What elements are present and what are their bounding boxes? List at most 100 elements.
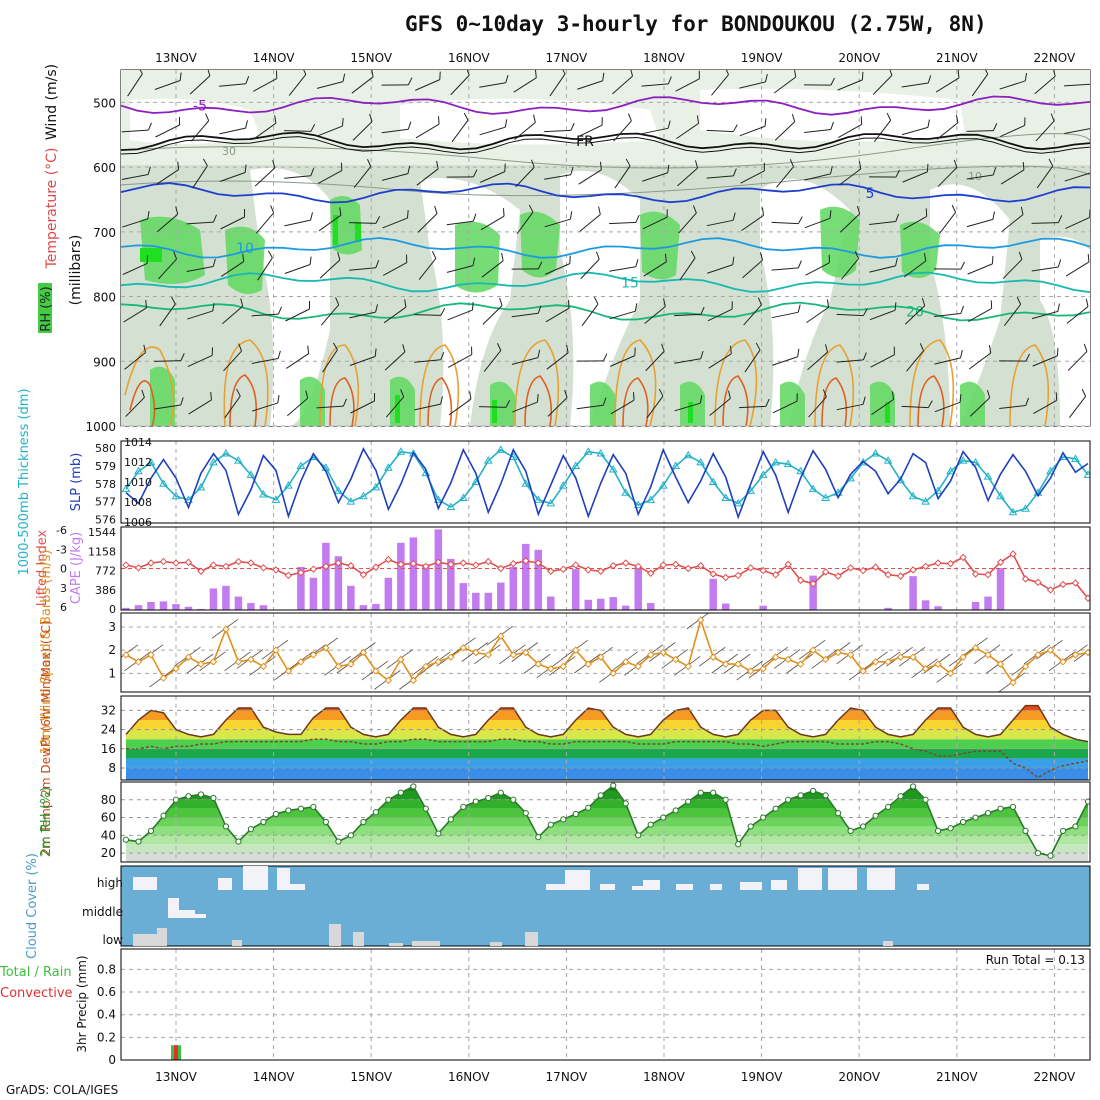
wind-barb xyxy=(418,251,437,280)
x-tick-top: 18NOV xyxy=(643,51,685,65)
wind-barb-flag xyxy=(960,349,963,358)
thickness-point xyxy=(471,477,481,485)
thickness-point xyxy=(733,498,743,507)
wind-barb-flag xyxy=(596,251,600,260)
thickness-point xyxy=(771,457,781,466)
wind-barb-staff xyxy=(317,125,343,137)
wind-barb-flag xyxy=(830,121,835,130)
wind-barb xyxy=(545,300,570,323)
wind-barb-flag xyxy=(570,122,575,131)
lifted-index-point xyxy=(1059,580,1067,589)
wind-speed-point xyxy=(959,653,967,661)
thickness-point xyxy=(533,495,543,503)
wind-barb-staff xyxy=(744,349,761,373)
wind-barb xyxy=(154,353,185,362)
lifted-index-point xyxy=(384,555,393,564)
wind-barb-staff xyxy=(938,212,957,234)
isotherm-label: 10 xyxy=(236,241,254,257)
lifted-index-point xyxy=(672,560,680,569)
thickness-point xyxy=(933,486,943,494)
wind-barb-staff xyxy=(546,352,569,370)
rh-tick: 40 xyxy=(101,828,116,842)
wind-barb xyxy=(220,209,245,230)
wind-barb xyxy=(122,210,150,228)
wind-barb-staff xyxy=(869,176,896,178)
wind-barb-staff xyxy=(742,259,763,279)
wind-barb-flag xyxy=(765,73,768,82)
wind-barb-flag xyxy=(951,204,957,213)
wind-barb-staff xyxy=(514,122,536,140)
wind-barb xyxy=(901,119,930,136)
cape-bar xyxy=(309,577,318,610)
wind-barb-flag xyxy=(635,258,639,267)
wind-barb-flag xyxy=(690,250,696,259)
wind-barb-staff xyxy=(285,308,310,322)
wind-barb-staff xyxy=(776,166,794,188)
wind-barb-staff xyxy=(872,75,893,95)
wind-barb xyxy=(938,204,957,234)
rh-point xyxy=(660,814,667,821)
cape-bar xyxy=(184,606,193,610)
x-tick-bottom: 18NOV xyxy=(643,1070,685,1084)
wind-barb-staff xyxy=(771,311,799,319)
wind-barb-flag xyxy=(564,389,568,398)
wind-barb-staff xyxy=(906,350,924,372)
rh-point xyxy=(460,803,467,810)
precip-panel xyxy=(120,948,1091,1061)
rh-legend-label: RH (%) xyxy=(39,286,54,331)
cape-bar xyxy=(534,549,543,610)
wind-barb-flag xyxy=(729,345,732,354)
wind-barb xyxy=(221,253,245,277)
wind-speed-point xyxy=(197,660,205,668)
rh-contour-label: 10 xyxy=(968,170,982,183)
wind-barb-staff xyxy=(156,169,179,185)
wind-barb-flag xyxy=(1083,343,1088,352)
wind-barb-staff xyxy=(1064,83,1090,87)
pressure-tick: 1000 xyxy=(85,420,116,434)
wind-barb-staff xyxy=(1066,306,1089,324)
wind-barb-flag xyxy=(888,70,893,76)
wind-barb xyxy=(804,210,832,229)
wind-barb-staff xyxy=(612,75,633,95)
wind-barb-staff xyxy=(221,305,244,325)
lifted-index-point xyxy=(322,562,330,571)
wind-barb-flag xyxy=(829,210,832,219)
wind-barb xyxy=(1064,83,1090,87)
wind-barb-flag xyxy=(502,208,505,217)
wind-barb xyxy=(219,164,247,182)
wind-barb xyxy=(772,393,798,414)
wind-barb xyxy=(415,71,441,91)
rh-point xyxy=(535,834,542,841)
wind-barb-staff xyxy=(706,129,734,133)
thickness-point xyxy=(621,488,631,496)
wind-barb-staff xyxy=(255,212,275,234)
wind-barb-staff xyxy=(154,404,181,410)
wind-barb-staff xyxy=(739,125,766,137)
wind-barb xyxy=(121,122,152,133)
rh-band xyxy=(126,785,1088,791)
wind-barb xyxy=(711,70,729,96)
wind-barb xyxy=(934,394,962,413)
wind-barb xyxy=(578,161,602,185)
wind-barb-staff xyxy=(516,211,534,235)
rh-contours xyxy=(121,133,1090,197)
wind-barb-flag xyxy=(332,342,338,351)
convective-label: Convective xyxy=(0,986,73,1001)
wind-barb xyxy=(772,348,800,366)
wind-barb-flag xyxy=(171,296,176,305)
cape-bar xyxy=(996,568,1005,610)
rh-point xyxy=(210,794,217,802)
wind-barb-staff xyxy=(1000,124,1025,138)
wind-barb xyxy=(903,253,927,278)
lifted-index-point xyxy=(184,558,193,566)
cape-bar xyxy=(584,599,593,610)
x-tick-top: 21NOV xyxy=(936,51,978,65)
wind-speed-point xyxy=(497,632,505,640)
wind-barb xyxy=(870,346,895,368)
temperature-panel xyxy=(120,695,1091,781)
wind-barb xyxy=(836,308,868,317)
wind-speed-point xyxy=(971,644,980,652)
wind-speed-point xyxy=(359,648,368,657)
cape-bar xyxy=(809,575,817,610)
rh-point xyxy=(197,791,205,798)
